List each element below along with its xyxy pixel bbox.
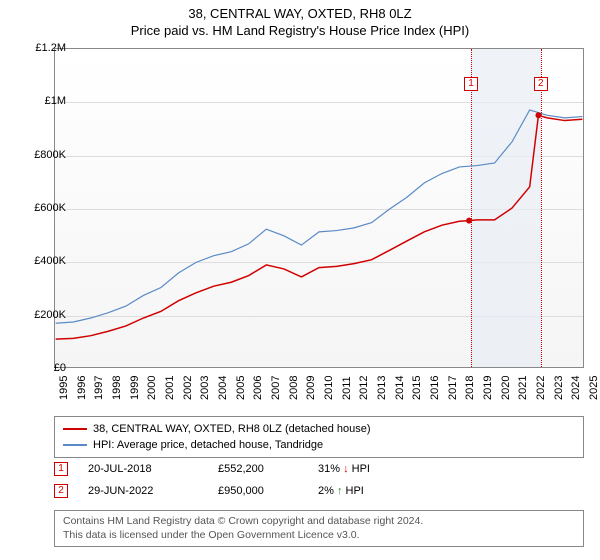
x-tick-label: 2009 — [305, 376, 317, 400]
x-tick-label: 1996 — [76, 376, 88, 400]
line-plot — [55, 49, 583, 367]
transaction-marker: 1 — [54, 462, 68, 476]
legend-swatch — [63, 428, 87, 430]
x-tick-label: 2003 — [199, 376, 211, 400]
legend-label: 38, CENTRAL WAY, OXTED, RH8 0LZ (detache… — [93, 423, 371, 435]
chart-marker-1: 1 — [464, 77, 478, 91]
transaction-marker: 2 — [54, 484, 68, 498]
x-tick-label: 2008 — [288, 376, 300, 400]
x-tick-label: 2006 — [252, 376, 264, 400]
x-tick-label: 2024 — [570, 376, 582, 400]
footer-line2: This data is licensed under the Open Gov… — [63, 529, 575, 543]
x-tick-label: 2017 — [447, 376, 459, 400]
x-tick-label: 2002 — [182, 376, 194, 400]
x-tick-label: 1999 — [129, 376, 141, 400]
x-tick-label: 2005 — [235, 376, 247, 400]
chart-container: 38, CENTRAL WAY, OXTED, RH8 0LZ Price pa… — [0, 0, 600, 560]
y-tick-label: £400K — [22, 255, 66, 267]
arrow-down-icon: ↓ — [343, 463, 349, 475]
y-tick-label: £200K — [22, 309, 66, 321]
transaction-row: 1 20-JUL-2018 £552,200 31% ↓ HPI — [54, 458, 584, 480]
transaction-date: 20-JUL-2018 — [88, 463, 198, 475]
x-tick-label: 2023 — [553, 376, 565, 400]
x-tick-label: 2019 — [482, 376, 494, 400]
chart-subtitle: Price paid vs. HM Land Registry's House … — [0, 23, 600, 38]
transaction-date: 29-JUN-2022 — [88, 485, 198, 497]
transaction-price: £950,000 — [218, 485, 298, 497]
legend-swatch — [63, 444, 87, 446]
plot-area: 12 — [54, 48, 584, 368]
x-tick-label: 2016 — [429, 376, 441, 400]
x-tick-label: 1997 — [93, 376, 105, 400]
transactions-table: 1 20-JUL-2018 £552,200 31% ↓ HPI 2 29-JUN-202… — [54, 458, 584, 502]
y-tick-label: £800K — [22, 149, 66, 161]
x-tick-label: 2015 — [411, 376, 423, 400]
y-tick-label: £1M — [22, 95, 66, 107]
x-tick-label: 2018 — [464, 376, 476, 400]
arrow-up-icon: ↑ — [337, 485, 343, 497]
transaction-diff: 2% ↑ HPI — [318, 485, 398, 497]
legend: 38, CENTRAL WAY, OXTED, RH8 0LZ (detache… — [54, 416, 584, 458]
y-tick-label: £0 — [22, 362, 66, 374]
transaction-diff: 31% ↓ HPI — [318, 463, 398, 475]
x-tick-label: 2000 — [146, 376, 158, 400]
x-tick-label: 2025 — [588, 376, 600, 400]
legend-item: HPI: Average price, detached house, Tand… — [63, 437, 575, 453]
x-tick-label: 2013 — [376, 376, 388, 400]
x-tick-label: 2022 — [535, 376, 547, 400]
legend-label: HPI: Average price, detached house, Tand… — [93, 439, 323, 451]
x-tick-label: 2014 — [394, 376, 406, 400]
transaction-price: £552,200 — [218, 463, 298, 475]
footer-attribution: Contains HM Land Registry data © Crown c… — [54, 510, 584, 547]
x-tick-label: 2001 — [164, 376, 176, 400]
footer-line1: Contains HM Land Registry data © Crown c… — [63, 515, 575, 529]
transaction-row: 2 29-JUN-2022 £950,000 2% ↑ HPI — [54, 480, 584, 502]
x-tick-label: 2011 — [341, 376, 353, 400]
x-tick-label: 2021 — [517, 376, 529, 400]
x-tick-label: 2020 — [500, 376, 512, 400]
x-tick-label: 1998 — [111, 376, 123, 400]
title-block: 38, CENTRAL WAY, OXTED, RH8 0LZ Price pa… — [0, 0, 600, 40]
chart-title: 38, CENTRAL WAY, OXTED, RH8 0LZ — [0, 6, 600, 21]
x-tick-label: 2007 — [270, 376, 282, 400]
legend-item: 38, CENTRAL WAY, OXTED, RH8 0LZ (detache… — [63, 421, 575, 437]
x-tick-label: 2010 — [323, 376, 335, 400]
y-tick-label: £600K — [22, 202, 66, 214]
x-tick-label: 2004 — [217, 376, 229, 400]
x-tick-label: 2012 — [358, 376, 370, 400]
y-tick-label: £1.2M — [22, 42, 66, 54]
chart-marker-2: 2 — [534, 77, 548, 91]
x-tick-label: 1995 — [58, 376, 70, 400]
